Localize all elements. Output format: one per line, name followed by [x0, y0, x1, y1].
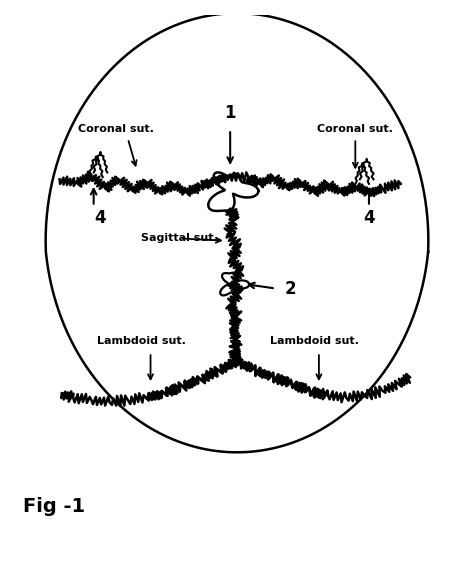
Text: Sagittal sut.: Sagittal sut. — [141, 234, 218, 243]
Text: 2: 2 — [285, 279, 296, 298]
Text: Lambdoid sut.: Lambdoid sut. — [270, 336, 359, 346]
Text: Fig -1: Fig -1 — [23, 497, 85, 516]
Text: Coronal sut.: Coronal sut. — [79, 124, 155, 134]
Text: Coronal sut.: Coronal sut. — [318, 124, 393, 134]
Text: 4: 4 — [363, 209, 375, 227]
Text: 4: 4 — [95, 209, 106, 227]
Text: 1: 1 — [224, 104, 236, 122]
Text: Lambdoid sut.: Lambdoid sut. — [97, 336, 186, 346]
